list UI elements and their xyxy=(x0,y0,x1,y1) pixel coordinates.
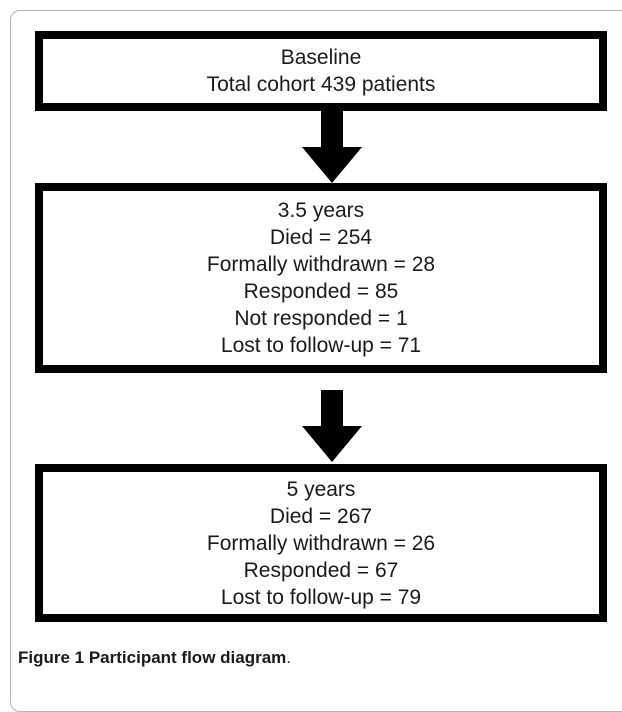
caption-label: Figure 1 Participant flow diagram xyxy=(18,648,287,667)
baseline-box: Baseline Total cohort 439 patients xyxy=(35,31,607,111)
five-years-box: 5 years Died = 267 Formally withdrawn = … xyxy=(35,464,607,622)
box-5-died: Died = 267 xyxy=(269,504,373,528)
box-35-died: Died = 254 xyxy=(269,226,373,249)
baseline-title: Baseline xyxy=(280,46,362,69)
figure-caption: Figure 1 Participant flow diagram. xyxy=(18,648,291,668)
box-35-withdrawn: Formally withdrawn = 28 xyxy=(206,253,436,276)
box-35-not-responded: Not responded = 1 xyxy=(234,307,408,330)
box-5-title: 5 years xyxy=(286,477,356,501)
caption-period: . xyxy=(286,648,292,667)
box-35-lost: Lost to follow-up = 71 xyxy=(220,334,422,357)
box-35-title: 3.5 years xyxy=(277,199,365,222)
box-35-responded: Responded = 85 xyxy=(243,280,399,303)
box-5-withdrawn: Formally withdrawn = 26 xyxy=(206,531,436,555)
down-arrow-2 xyxy=(302,390,362,462)
baseline-cohort-text: Total cohort 439 patients xyxy=(206,73,436,96)
three-point-five-years-box: 3.5 years Died = 254 Formally withdrawn … xyxy=(35,183,607,373)
box-5-lost: Lost to follow-up = 79 xyxy=(220,585,422,609)
box-5-responded: Responded = 67 xyxy=(243,558,399,582)
down-arrow-1 xyxy=(302,111,362,183)
